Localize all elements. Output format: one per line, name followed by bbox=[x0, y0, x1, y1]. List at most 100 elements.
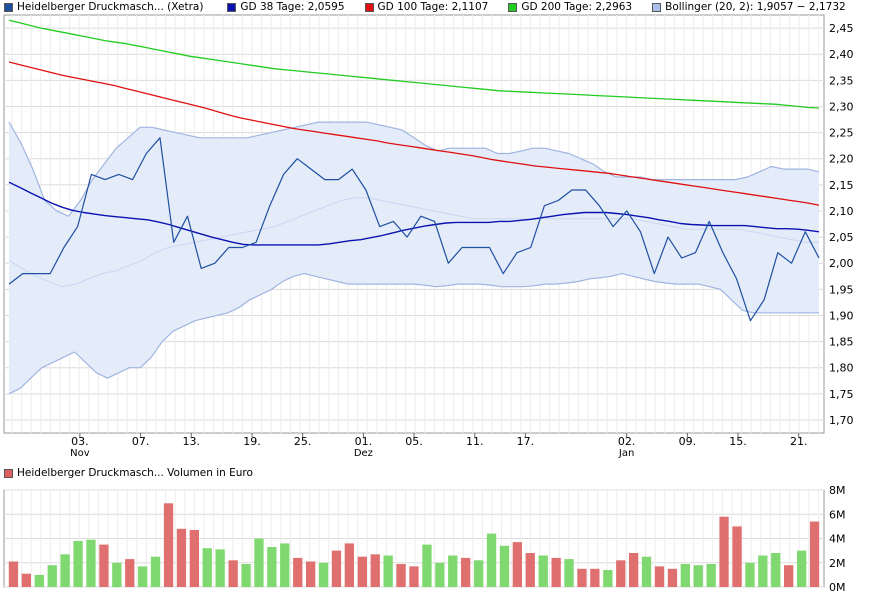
volume-bar bbox=[693, 565, 703, 587]
legend-item-3: GD 200 Tage: 2,2963 bbox=[508, 0, 632, 14]
volume-ytick-label: 8M bbox=[829, 484, 846, 497]
bollinger-band-fill bbox=[9, 122, 819, 394]
volume-bar bbox=[448, 555, 458, 587]
volume-bar bbox=[318, 562, 329, 588]
volume-bar bbox=[112, 562, 122, 588]
volume-bar bbox=[758, 555, 768, 587]
x-tick-month-label: Nov bbox=[70, 448, 90, 459]
price-ytick-label: 1,75 bbox=[829, 388, 854, 401]
volume-bar bbox=[797, 550, 807, 587]
price-ytick-label: 2,25 bbox=[829, 127, 854, 140]
legend-swatch bbox=[227, 2, 237, 12]
volume-bar bbox=[654, 566, 665, 587]
x-tick-label: 11. bbox=[466, 435, 484, 448]
x-tick-month-label: Dez bbox=[354, 448, 373, 459]
legend-label: Bollinger (20, 2): 1,9057 − 2,1732 bbox=[665, 1, 846, 13]
volume-ytick-label: 0M bbox=[829, 581, 846, 594]
volume-bar bbox=[47, 565, 57, 587]
volume-bar bbox=[267, 547, 277, 587]
price-ytick-label: 2,00 bbox=[829, 257, 854, 270]
volume-bar bbox=[176, 528, 187, 587]
volume-bar bbox=[409, 566, 419, 587]
volume-bar bbox=[435, 562, 445, 588]
volume-legend: Heidelberger Druckmasch... Volumen in Eu… bbox=[4, 466, 253, 480]
price-ytick-label: 2,40 bbox=[829, 48, 854, 61]
volume-bar bbox=[512, 542, 522, 587]
price-ytick-label: 2,05 bbox=[829, 231, 854, 244]
volume-bar bbox=[667, 568, 678, 587]
price-ytick-label: 2,35 bbox=[829, 74, 854, 87]
series-line-gd100 bbox=[8, 61, 820, 206]
volume-bar bbox=[732, 526, 742, 587]
volume-bar bbox=[357, 556, 367, 587]
volume-legend-label: Heidelberger Druckmasch... Volumen in Eu… bbox=[17, 467, 253, 479]
legend-label: GD 200 Tage: 2,2963 bbox=[521, 1, 633, 13]
volume-bar bbox=[422, 544, 432, 587]
volume-bar bbox=[228, 560, 238, 587]
x-tick-label: 17. bbox=[517, 435, 535, 448]
x-tick-label: 21. bbox=[790, 435, 808, 448]
x-tick-label: 15. bbox=[729, 435, 747, 448]
series-line-gd200 bbox=[8, 19, 820, 109]
price-ytick-label: 2,30 bbox=[829, 100, 854, 113]
series-line-boll_mid bbox=[8, 197, 819, 288]
volume-bar bbox=[745, 562, 755, 588]
volume-bar bbox=[215, 549, 225, 587]
volume-bar bbox=[280, 543, 290, 587]
volume-bar bbox=[486, 533, 497, 587]
volume-bar bbox=[150, 556, 161, 587]
legend-label: GD 100 Tage: 2,1107 bbox=[377, 1, 489, 13]
series-line-boll_upper bbox=[8, 121, 820, 217]
volume-bar bbox=[641, 556, 652, 587]
x-tick-label: 19. bbox=[243, 435, 261, 448]
volume-bar bbox=[189, 530, 199, 587]
volume-bar bbox=[616, 560, 626, 587]
x-tick-label: 03. bbox=[71, 435, 89, 448]
volume-bar bbox=[499, 545, 510, 587]
volume-bar bbox=[293, 557, 303, 587]
legend-swatch bbox=[508, 2, 518, 12]
volume-bar bbox=[306, 561, 316, 587]
x-tick-label: 02. bbox=[618, 435, 636, 448]
price-ytick-label: 1,90 bbox=[829, 309, 854, 322]
x-tick-label: 01. bbox=[355, 435, 373, 448]
x-tick-label: 25. bbox=[294, 435, 312, 448]
price-ytick-label: 2,10 bbox=[829, 205, 854, 218]
legend-label: GD 38 Tage: 2,0595 bbox=[240, 1, 345, 13]
volume-bar bbox=[99, 544, 109, 587]
volume-bar bbox=[809, 521, 820, 587]
volume-bar bbox=[564, 559, 574, 587]
volume-bar bbox=[577, 568, 587, 587]
volume-ytick-label: 4M bbox=[829, 533, 846, 546]
series-line-price bbox=[8, 137, 820, 322]
volume-bar bbox=[34, 574, 44, 587]
volume-bar bbox=[202, 548, 212, 587]
volume-bar bbox=[680, 564, 690, 587]
legend-item-0: Heidelberger Druckmasch... (Xetra) bbox=[4, 0, 203, 14]
volume-bar bbox=[138, 566, 148, 587]
legend-label: Heidelberger Druckmasch... (Xetra) bbox=[17, 1, 204, 13]
volume-bar bbox=[241, 564, 251, 587]
volume-legend-swatch bbox=[4, 468, 13, 478]
legend-swatch bbox=[652, 2, 662, 12]
x-tick-label: 05. bbox=[405, 435, 423, 448]
volume-bar bbox=[254, 538, 264, 587]
volume-ytick-label: 2M bbox=[829, 557, 846, 570]
price-ytick-label: 1,80 bbox=[829, 362, 854, 375]
x-tick-month-label: Jan bbox=[618, 448, 634, 459]
volume-ytick-label: 6M bbox=[829, 508, 846, 521]
price-ytick-label: 2,15 bbox=[829, 179, 854, 192]
legend-swatch bbox=[4, 2, 13, 12]
x-tick-label: 09. bbox=[679, 435, 697, 448]
volume-bar bbox=[538, 555, 548, 587]
series-line-gd38 bbox=[8, 181, 820, 246]
price-ytick-label: 2,45 bbox=[829, 22, 854, 35]
series-line-boll_lower bbox=[8, 273, 819, 395]
legend-item-1: GD 38 Tage: 2,0595 bbox=[227, 0, 345, 14]
volume-bar bbox=[771, 553, 781, 587]
volume-bar bbox=[719, 516, 729, 587]
volume-bar bbox=[461, 557, 471, 587]
volume-bar bbox=[551, 557, 561, 587]
x-tick-label: 13. bbox=[183, 435, 201, 448]
